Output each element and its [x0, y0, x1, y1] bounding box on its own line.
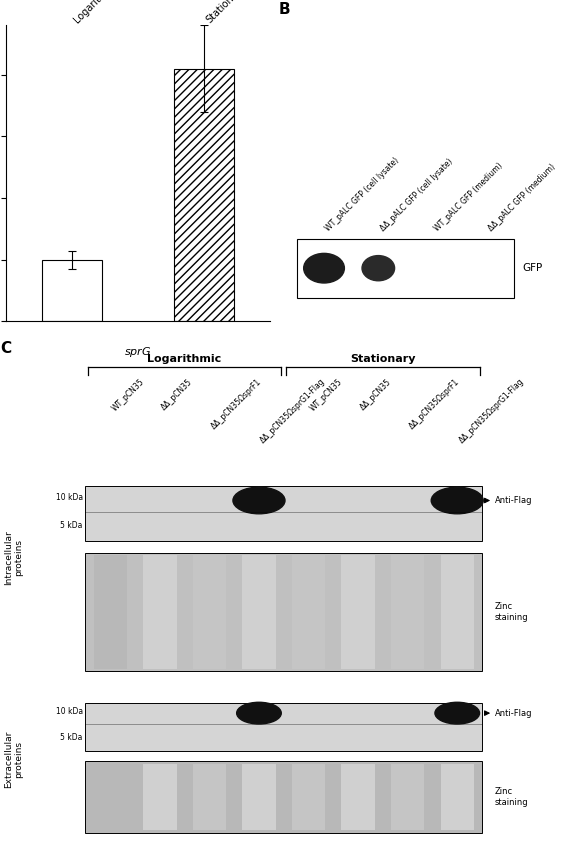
Ellipse shape — [237, 702, 281, 724]
FancyBboxPatch shape — [391, 556, 424, 668]
FancyBboxPatch shape — [341, 764, 375, 830]
FancyBboxPatch shape — [85, 702, 482, 750]
Text: 5 kDa: 5 kDa — [60, 733, 83, 742]
Text: $\it{sprG}$: $\it{sprG}$ — [124, 345, 152, 360]
FancyBboxPatch shape — [193, 556, 226, 668]
FancyBboxPatch shape — [143, 556, 176, 668]
Text: ΔΔ_pALC GFP (cell lysate): ΔΔ_pALC GFP (cell lysate) — [378, 157, 454, 233]
FancyBboxPatch shape — [85, 761, 482, 832]
Text: Anti-Flag: Anti-Flag — [495, 496, 532, 505]
Text: 5 kDa: 5 kDa — [60, 521, 83, 530]
Text: ΔΔ_pCN35ΩsprF1: ΔΔ_pCN35ΩsprF1 — [407, 377, 461, 431]
Ellipse shape — [362, 255, 395, 281]
FancyBboxPatch shape — [242, 556, 276, 668]
FancyBboxPatch shape — [341, 556, 375, 668]
FancyBboxPatch shape — [441, 556, 474, 668]
FancyBboxPatch shape — [93, 764, 127, 830]
Text: ΔΔ_pCN35ΩsprG1-Flag: ΔΔ_pCN35ΩsprG1-Flag — [457, 377, 525, 445]
FancyBboxPatch shape — [297, 239, 514, 298]
FancyBboxPatch shape — [242, 764, 276, 830]
FancyBboxPatch shape — [292, 556, 325, 668]
FancyBboxPatch shape — [85, 486, 482, 541]
FancyBboxPatch shape — [292, 764, 325, 830]
FancyBboxPatch shape — [193, 764, 226, 830]
Ellipse shape — [303, 254, 345, 283]
FancyBboxPatch shape — [93, 556, 127, 668]
FancyBboxPatch shape — [143, 764, 176, 830]
FancyBboxPatch shape — [85, 553, 482, 671]
FancyBboxPatch shape — [441, 764, 474, 830]
Text: Anti-Flag: Anti-Flag — [495, 709, 532, 717]
Text: WT_pALC GFP (medium): WT_pALC GFP (medium) — [433, 161, 505, 233]
Text: ΔΔ_pCN35ΩsprF1: ΔΔ_pCN35ΩsprF1 — [210, 377, 263, 431]
Text: Zinc
staining: Zinc staining — [495, 788, 528, 807]
Text: WT_pCN35: WT_pCN35 — [110, 377, 146, 413]
Bar — [42, 260, 102, 321]
Text: Intracellular
proteins: Intracellular proteins — [4, 530, 24, 585]
Text: ΔΔ_pCN35: ΔΔ_pCN35 — [160, 377, 194, 412]
Text: 10 kDa: 10 kDa — [56, 493, 83, 503]
Text: WT_pALC GFP (cell lysate): WT_pALC GFP (cell lysate) — [324, 156, 401, 233]
Ellipse shape — [233, 487, 285, 514]
FancyBboxPatch shape — [391, 764, 424, 830]
Text: GFP: GFP — [522, 263, 542, 273]
Text: WT_pCN35: WT_pCN35 — [309, 377, 345, 413]
Text: ΔΔ_pCN35ΩsprG1-Flag: ΔΔ_pCN35ΩsprG1-Flag — [259, 377, 327, 445]
Text: Stationary: Stationary — [204, 0, 247, 25]
Text: Stationary: Stationary — [350, 354, 416, 364]
Text: ΔΔ_pALC GFP (medium): ΔΔ_pALC GFP (medium) — [487, 162, 558, 233]
Ellipse shape — [431, 487, 483, 514]
Ellipse shape — [435, 702, 479, 724]
Text: B: B — [278, 2, 290, 17]
Text: C: C — [0, 341, 11, 356]
Text: Logarithmic: Logarithmic — [147, 354, 222, 364]
Text: Zinc
staining: Zinc staining — [495, 602, 528, 622]
Text: Extracellular
proteins: Extracellular proteins — [4, 731, 24, 788]
Text: ΔΔ_pCN35: ΔΔ_pCN35 — [358, 377, 393, 412]
Text: Logarithmic: Logarithmic — [72, 0, 120, 25]
Text: 10 kDa: 10 kDa — [56, 706, 83, 716]
Bar — [174, 69, 234, 321]
